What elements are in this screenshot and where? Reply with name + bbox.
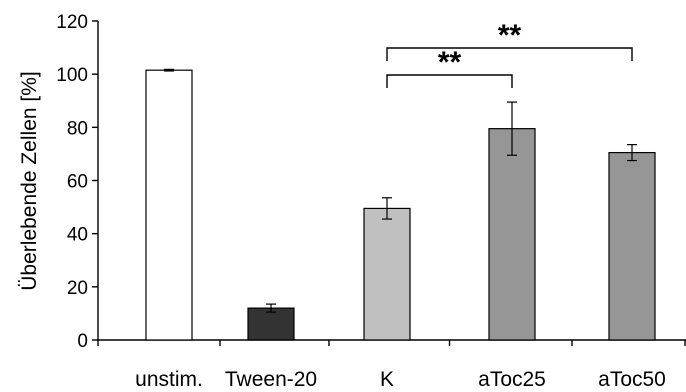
y-tick-label: 120 xyxy=(56,12,88,33)
category-label: Tween-20 xyxy=(225,368,317,391)
y-tick-label: 60 xyxy=(67,172,88,193)
category-label: unstim. xyxy=(135,368,203,391)
significance-label: ** xyxy=(498,19,522,52)
bar xyxy=(145,69,193,341)
bar xyxy=(608,151,656,341)
significance-brackets: ** ** xyxy=(386,19,633,88)
axes: 0 20 40 60 80 100 120 xyxy=(56,12,686,352)
bar xyxy=(363,207,411,341)
category-label: aToc25 xyxy=(478,368,546,391)
bar xyxy=(488,128,536,341)
y-tick-label: 80 xyxy=(67,118,88,139)
category-label: K xyxy=(380,368,394,391)
error-bars xyxy=(164,68,637,313)
y-axis-title: Überlebende Zellen [%] xyxy=(18,71,41,290)
significance-label: ** xyxy=(438,46,462,79)
y-tick-label: 100 xyxy=(56,65,88,86)
bars xyxy=(145,69,656,341)
significance-bracket xyxy=(386,47,633,61)
y-tick-label: 40 xyxy=(67,225,88,246)
significance-bracket xyxy=(386,74,513,88)
y-tick-label: 20 xyxy=(67,278,88,299)
category-label: aToc50 xyxy=(598,368,666,391)
y-tick-label: 0 xyxy=(77,331,88,352)
bar xyxy=(247,307,295,341)
